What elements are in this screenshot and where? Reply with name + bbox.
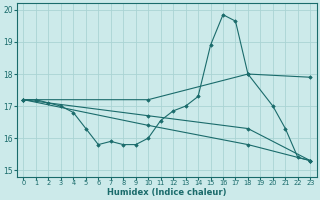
X-axis label: Humidex (Indice chaleur): Humidex (Indice chaleur) <box>107 188 227 197</box>
